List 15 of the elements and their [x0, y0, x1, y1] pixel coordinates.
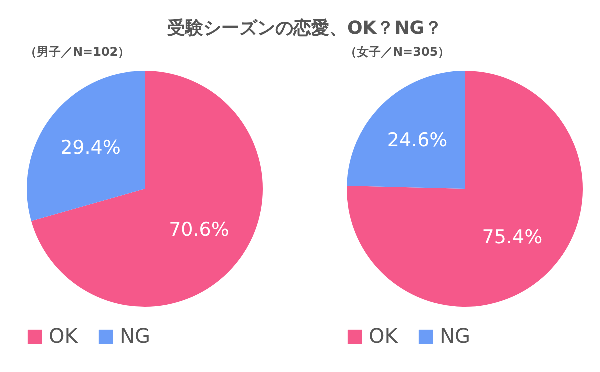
- legend-label: OK: [49, 324, 79, 348]
- pie-slice: [27, 71, 145, 222]
- pie-slice: [347, 71, 465, 189]
- legend-label: OK: [369, 324, 399, 348]
- pie-slice: [347, 71, 583, 307]
- data-label: 75.4%: [482, 226, 543, 249]
- pie-slice: [31, 71, 263, 307]
- data-label: 24.6%: [387, 129, 448, 152]
- data-label: 29.4%: [60, 137, 121, 159]
- legend-label: NG: [440, 324, 470, 348]
- legend-label: NG: [120, 324, 150, 348]
- data-label: 70.6%: [169, 219, 230, 241]
- text: 受験シーズンの恋愛、OK？NG？: [167, 18, 443, 39]
- chart-subtitle: （男子／N=102）: [25, 45, 130, 59]
- chart-subtitle: （女子／N=305）: [345, 45, 450, 59]
